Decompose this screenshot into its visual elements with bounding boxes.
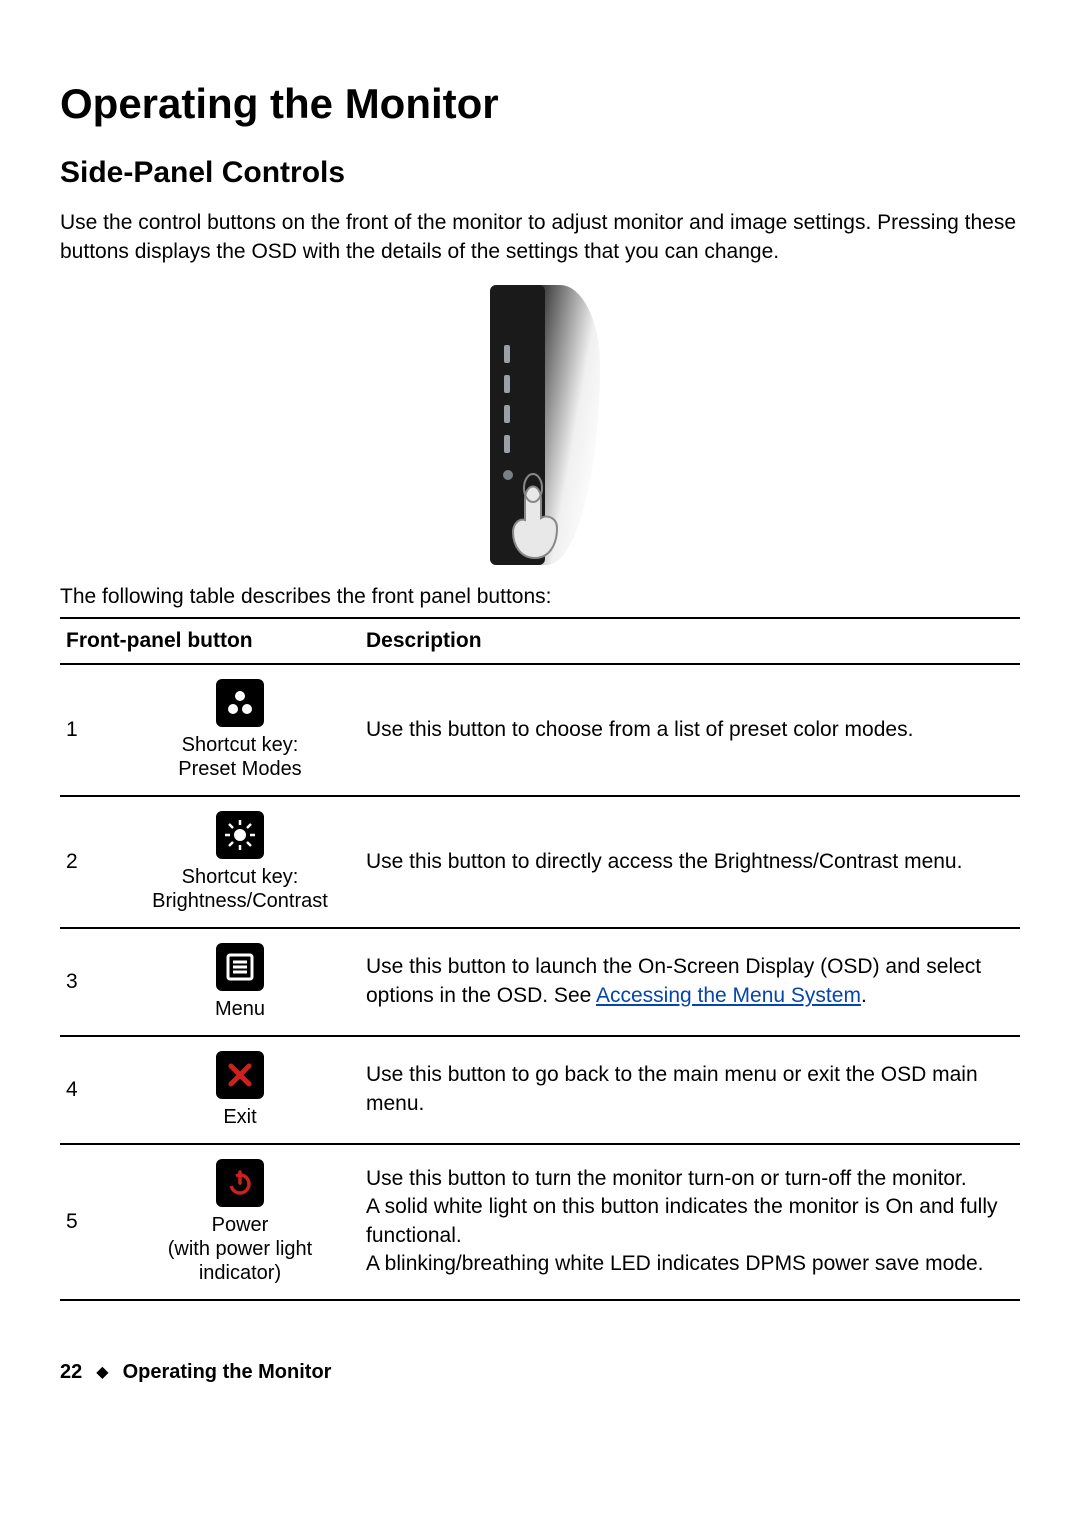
preset-modes-icon bbox=[216, 679, 264, 727]
icon-label-line1: Shortcut key: bbox=[126, 733, 354, 757]
table-row: 2 bbox=[60, 796, 1020, 928]
icon-label-line1: Power bbox=[126, 1213, 354, 1237]
header-description: Description bbox=[360, 618, 1020, 664]
icon-cell: Menu bbox=[120, 928, 360, 1036]
section-subtitle: Side-Panel Controls bbox=[60, 156, 1020, 190]
row-description: Use this button to choose from a list of… bbox=[360, 664, 1020, 796]
footer-chapter-title: Operating the Monitor bbox=[123, 1361, 332, 1384]
finger-icon bbox=[507, 470, 567, 560]
icon-label-line1: Exit bbox=[126, 1105, 354, 1129]
icon-label-line1: Shortcut key: bbox=[126, 865, 354, 889]
row-number: 5 bbox=[60, 1144, 120, 1300]
icon-label-line2: Brightness/Contrast bbox=[126, 889, 354, 913]
power-icon bbox=[216, 1159, 264, 1207]
row-description: Use this button to launch the On-Screen … bbox=[360, 928, 1020, 1036]
icon-label-line2: Preset Modes bbox=[126, 757, 354, 781]
monitor-edge-illustration bbox=[470, 285, 610, 565]
row-description: Use this button to directly access the B… bbox=[360, 796, 1020, 928]
icon-label-line2: (with power light indicator) bbox=[126, 1237, 354, 1285]
brightness-icon bbox=[216, 811, 264, 859]
row-number: 2 bbox=[60, 796, 120, 928]
intro-paragraph: Use the control buttons on the front of … bbox=[60, 208, 1020, 267]
icon-cell: Shortcut key: Brightness/Contrast bbox=[120, 796, 360, 928]
header-front-panel-button: Front-panel button bbox=[60, 618, 360, 664]
icon-cell: Shortcut key: Preset Modes bbox=[120, 664, 360, 796]
menu-system-link[interactable]: Accessing the Menu System bbox=[596, 984, 861, 1007]
menu-icon bbox=[216, 943, 264, 991]
row-description: Use this button to turn the monitor turn… bbox=[360, 1144, 1020, 1300]
exit-icon bbox=[216, 1051, 264, 1099]
row-number: 1 bbox=[60, 664, 120, 796]
page-number: 22 bbox=[60, 1361, 82, 1384]
footer-diamond-icon: ◆ bbox=[96, 1362, 108, 1382]
row-description: Use this button to go back to the main m… bbox=[360, 1036, 1020, 1144]
table-intro-text: The following table describes the front … bbox=[60, 585, 1020, 609]
row-number: 3 bbox=[60, 928, 120, 1036]
front-panel-table: Front-panel button Description 1 Shortcu… bbox=[60, 617, 1020, 1301]
table-header-row: Front-panel button Description bbox=[60, 618, 1020, 664]
table-row: 4 Exit Use this button to go back to the… bbox=[60, 1036, 1020, 1144]
icon-cell: Exit bbox=[120, 1036, 360, 1144]
document-page: Operating the Monitor Side-Panel Control… bbox=[0, 0, 1080, 1424]
table-row: 5 Power (with power light indicator) Use… bbox=[60, 1144, 1020, 1300]
desc-post: . bbox=[861, 984, 867, 1007]
icon-cell: Power (with power light indicator) bbox=[120, 1144, 360, 1300]
page-footer: 22 ◆ Operating the Monitor bbox=[60, 1361, 1020, 1384]
table-row: 3 Menu Use this button to launch the On-… bbox=[60, 928, 1020, 1036]
icon-label-line1: Menu bbox=[126, 997, 354, 1021]
row-number: 4 bbox=[60, 1036, 120, 1144]
page-title: Operating the Monitor bbox=[60, 80, 1020, 128]
monitor-figure bbox=[60, 285, 1020, 565]
table-row: 1 Shortcut key: Preset Modes Use this bu… bbox=[60, 664, 1020, 796]
